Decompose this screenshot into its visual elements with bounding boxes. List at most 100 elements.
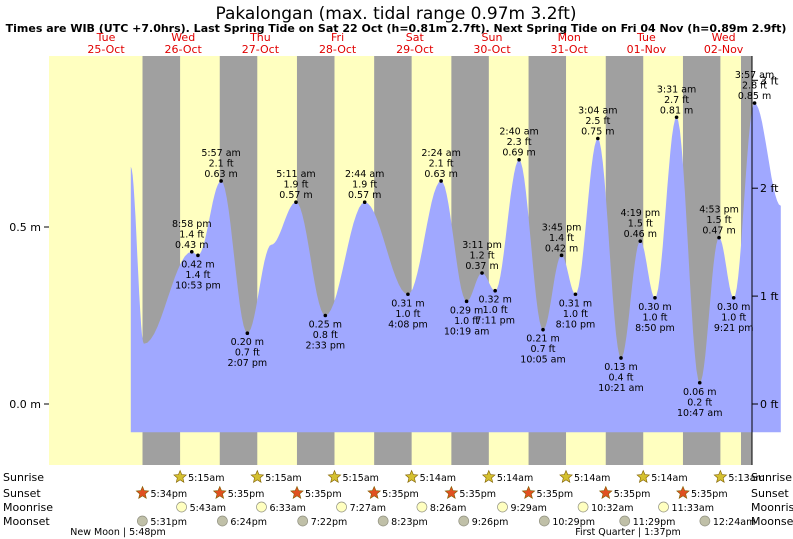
- right-tick-label: 0 ft: [760, 398, 779, 411]
- tide-extreme-label: 2:44 am: [345, 169, 384, 180]
- sunrise-time: 5:13am: [728, 473, 764, 484]
- moonrise-time: 8:26am: [430, 503, 466, 514]
- tide-extreme-label: 2.1 ft: [209, 158, 234, 169]
- tide-extreme-label: 3:31 am: [657, 84, 696, 95]
- moonset-moon-icon: [458, 515, 470, 527]
- tide-extreme-label: 1.0 ft: [395, 309, 420, 320]
- tide-extreme-label: 4:08 pm: [388, 319, 428, 330]
- tide-extreme-label: 0.47 m: [702, 226, 735, 237]
- tide-extreme-label: 1.0 ft: [721, 312, 746, 323]
- tide-extreme-point: [493, 288, 497, 293]
- tide-extreme-label: 7:11 pm: [475, 316, 515, 327]
- day-labels: Tue25-OctWed26-OctThu27-OctFri28-OctSat2…: [87, 31, 743, 56]
- tide-extreme-label: 5:57 am: [201, 148, 240, 159]
- moonset-moon-icon: [538, 515, 550, 527]
- tide-extreme-point: [362, 200, 367, 205]
- sun-star-icon: [636, 469, 651, 483]
- moonset-moon-icon: [217, 515, 228, 527]
- moonset-label-right: Moonset: [751, 515, 793, 528]
- sun-star-icon: [250, 469, 265, 483]
- tide-extreme-label: 3:45 pm: [542, 222, 582, 233]
- tide-extreme-label: 2.1 ft: [429, 158, 454, 169]
- tide-extreme-label: 0.43 m: [175, 240, 208, 251]
- tide-extreme-point: [439, 179, 443, 183]
- sunset-label-left: Sunset: [3, 487, 41, 500]
- tide-extreme-label: 0.37 m: [465, 261, 498, 272]
- day-weekday-label: Sat: [406, 31, 425, 44]
- tide-extreme-label: 2:33 pm: [305, 341, 345, 352]
- day-weekday-label: Thu: [249, 31, 271, 44]
- tide-extreme-label: 1.0 ft: [563, 309, 588, 320]
- tide-area: [130, 103, 781, 433]
- tide-extreme-label: 1.4 ft: [185, 270, 210, 281]
- tide-extreme-label: 1.4 ft: [549, 233, 574, 244]
- moonrise-time: 10:32am: [591, 503, 633, 514]
- moonset-moon-icon: [619, 515, 631, 527]
- moonrise-time: 6:33am: [269, 503, 305, 514]
- sun-star-icon: [521, 485, 536, 499]
- tide-extreme-label: 10:53 pm: [175, 280, 221, 291]
- tide-extreme-label: 4:19 pm: [620, 208, 660, 219]
- tide-extreme-label: 0.4 ft: [608, 372, 633, 383]
- moonset-time: 7:22pm: [311, 517, 348, 528]
- tide-extreme-point: [517, 157, 521, 162]
- tide-extreme-label: 2.8 ft: [742, 81, 767, 92]
- sun-star-icon: [676, 485, 690, 499]
- tide-extreme-point: [573, 292, 578, 297]
- tide-extreme-label: 0.20 m: [231, 337, 264, 348]
- moonrise-moon-icon: [336, 501, 347, 513]
- moonset-moon-icon: [297, 515, 309, 527]
- tide-extreme-label: 0.30 m: [717, 302, 750, 313]
- moonrise-time: 7:27am: [350, 503, 386, 514]
- sun-star-icon: [135, 485, 150, 499]
- right-tick-label: 3 ft: [760, 74, 779, 87]
- tide-extreme-point: [480, 271, 484, 275]
- tide-extreme-label: 10:05 am: [520, 355, 565, 366]
- tide-extreme-label: 9:21 pm: [714, 323, 754, 334]
- sunrise-time: 5:15am: [265, 473, 301, 484]
- moonrise-moon-icon: [497, 501, 508, 513]
- tide-extreme-point: [653, 296, 657, 300]
- sunset-time: 5:35pm: [305, 489, 342, 500]
- tide-extreme-label: 2.7 ft: [664, 95, 689, 106]
- moonset-time: 12:24am: [713, 517, 755, 528]
- tide-extreme-label: 1.9 ft: [352, 180, 377, 191]
- y-axes: 0.0 m 0.5 m 0 ft 1 ft 2 ft 3 ft: [9, 56, 779, 465]
- tide-extreme-label: 1.0 ft: [642, 312, 667, 323]
- day-date-label: 26-Oct: [165, 43, 203, 56]
- day-weekday-label: Mon: [558, 31, 581, 44]
- day-weekday-label: Wed: [171, 31, 195, 44]
- moonset-time: 5:31pm: [150, 517, 187, 528]
- moon-phase-label: First Quarter | 1:37pm: [575, 527, 681, 538]
- moonrise-time: 5:43am: [190, 503, 226, 514]
- tide-extreme-label: 0.25 m: [309, 320, 342, 331]
- tide-extreme-point: [189, 249, 194, 254]
- sunset-time: 5:35pm: [691, 489, 728, 500]
- tide-extreme-point: [464, 299, 469, 304]
- tide-extreme-point: [245, 331, 250, 336]
- tide-extreme-label: 3:11 pm: [462, 240, 502, 251]
- tide-extreme-label: 0.42 m: [181, 259, 214, 270]
- left-tick-label: 0.0 m: [9, 398, 41, 411]
- day-weekday-label: Tue: [96, 31, 116, 44]
- tide-extreme-label: 10:47 am: [677, 408, 722, 419]
- moonset-moon-icon: [699, 515, 711, 527]
- sun-star-icon: [598, 485, 613, 499]
- moonset-time: 10:29pm: [552, 517, 595, 528]
- tide-extreme-label: 0.63 m: [204, 169, 237, 180]
- tide-extreme-label: 1.5 ft: [628, 219, 653, 230]
- moonset-time: 6:24pm: [230, 517, 267, 528]
- moonset-time: 11:29pm: [633, 517, 676, 528]
- tide-extreme-point: [596, 136, 600, 141]
- sun-star-icon: [444, 485, 459, 499]
- tide-extreme-label: 0.31 m: [559, 298, 592, 309]
- sun-star-icon: [404, 469, 419, 483]
- tide-extreme-label: 0.7 ft: [531, 344, 556, 355]
- left-tick-label: 0.5 m: [9, 221, 41, 234]
- moonset-time: 8:23pm: [391, 517, 428, 528]
- moonset-label-left: Moonset: [3, 515, 50, 528]
- tide-extreme-label: 0.57 m: [279, 190, 312, 201]
- sunset-time: 5:35pm: [537, 489, 574, 500]
- tide-extreme-point: [731, 296, 736, 300]
